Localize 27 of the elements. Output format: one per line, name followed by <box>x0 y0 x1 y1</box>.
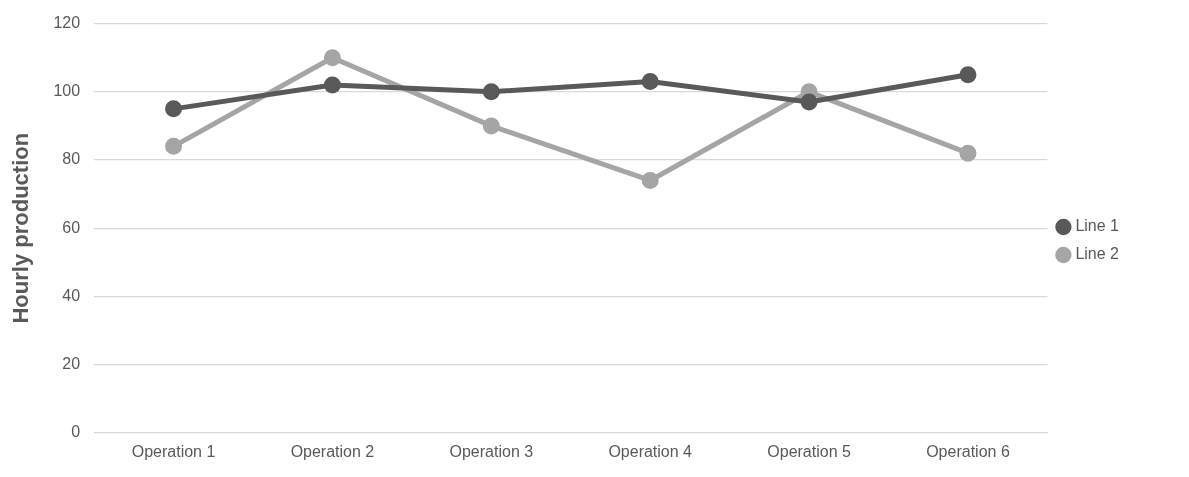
point <box>482 83 500 101</box>
y-axis-title: Hourly production <box>8 132 34 324</box>
y-tick-label: 0 <box>71 423 81 441</box>
point <box>641 171 659 189</box>
point <box>959 66 977 84</box>
y-tick-label: 80 <box>62 150 81 168</box>
legend-label: Line 1 <box>1075 217 1120 235</box>
point <box>800 93 818 111</box>
point <box>165 137 183 155</box>
legend-label: Line 2 <box>1075 245 1120 263</box>
x-tick-label: Operation 2 <box>290 442 375 460</box>
y-tick-label: 20 <box>62 355 81 373</box>
x-tick-label: Operation 5 <box>767 442 851 460</box>
x-tick-label: Operation 6 <box>926 442 1010 460</box>
x-tick-label: Operation 1 <box>131 442 216 460</box>
y-tick-label: 60 <box>62 218 81 236</box>
point <box>959 144 977 162</box>
point <box>323 49 341 67</box>
point <box>323 76 341 94</box>
y-tick-label: 120 <box>53 14 81 32</box>
point <box>641 73 659 91</box>
y-tick-label: 100 <box>53 82 81 100</box>
point <box>482 117 500 135</box>
x-tick-label: Operation 3 <box>449 442 534 460</box>
point <box>165 100 183 118</box>
y-tick-label: 40 <box>62 286 81 304</box>
x-tick-label: Operation 4 <box>608 442 693 460</box>
